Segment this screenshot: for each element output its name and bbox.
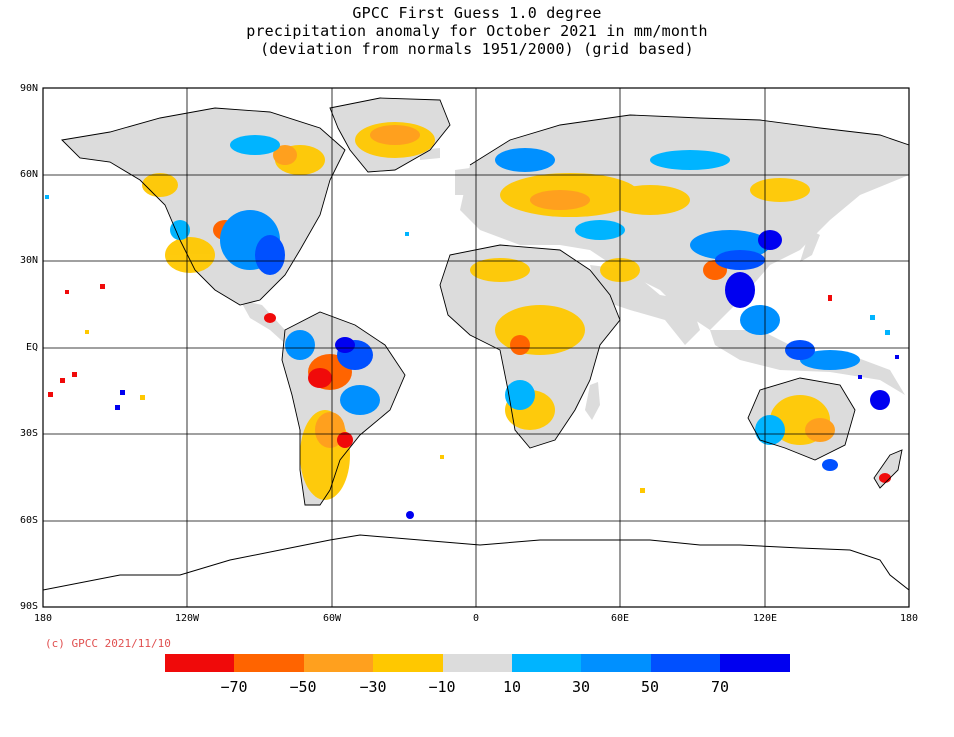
lon-label-120w: 120W	[174, 613, 200, 624]
lon-label-180w: 180	[33, 613, 53, 624]
colorbar-box	[165, 654, 235, 672]
colorbar-label: −70	[220, 678, 248, 696]
lon-label-60e: 60E	[610, 613, 630, 624]
title-line-3: (deviation from normals 1951/2000) (grid…	[260, 40, 694, 58]
colorbar-label: 10	[502, 678, 522, 696]
title-line-2: precipitation anomaly for October 2021 i…	[246, 22, 708, 40]
colorbar-box	[303, 654, 374, 672]
colorbar-box	[650, 654, 721, 672]
coastlines	[61, 97, 909, 506]
colorbar-label: −10	[428, 678, 456, 696]
lat-label-60n: 60N	[19, 169, 38, 180]
colorbar-box	[234, 654, 304, 672]
graticule	[43, 88, 909, 607]
lon-label-120e: 120E	[752, 613, 778, 624]
lat-label-eq: EQ	[25, 342, 38, 353]
colorbar-box	[442, 654, 512, 672]
lat-label-30s: 30S	[19, 428, 38, 439]
antarctica-coast	[43, 534, 909, 591]
lat-label-60s: 60S	[19, 515, 38, 526]
lat-label-30n: 30N	[19, 255, 38, 266]
lon-label-180e: 180	[899, 613, 919, 624]
colorbar-box	[373, 654, 443, 672]
colorbar-box	[511, 654, 582, 672]
lon-label-60w: 60W	[322, 613, 342, 624]
colorbar-label: −30	[359, 678, 387, 696]
colorbar-box	[581, 654, 651, 672]
colorbar-label: 70	[710, 678, 730, 696]
title-line-1: GPCC First Guess 1.0 degree	[352, 4, 602, 22]
anomaly-patches	[45, 122, 899, 519]
lat-label-90n: 90N	[19, 83, 38, 94]
colorbar	[165, 654, 790, 672]
lat-label-90s: 90S	[19, 601, 38, 612]
colorbar-box	[720, 654, 790, 672]
colorbar-label: −50	[289, 678, 317, 696]
map-frame	[42, 87, 910, 608]
copyright-text: (c) GPCC 2021/11/10	[45, 637, 171, 650]
colorbar-label: 50	[640, 678, 660, 696]
colorbar-label: 30	[571, 678, 591, 696]
land-neutral	[62, 98, 909, 505]
lon-label-0: 0	[472, 613, 480, 624]
